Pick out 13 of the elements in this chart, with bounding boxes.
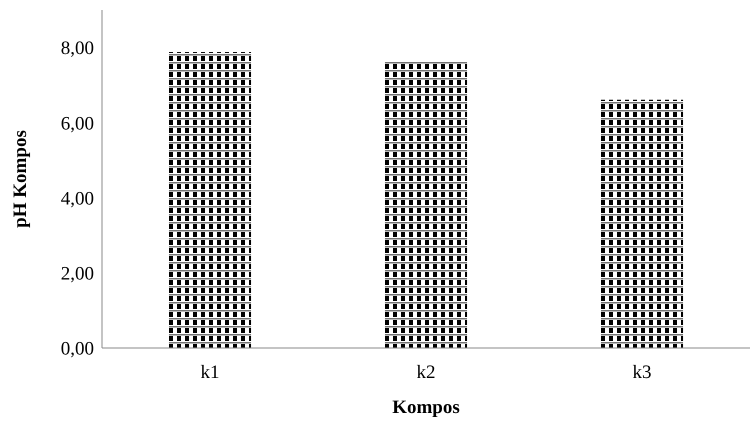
x-tick-label: k3 — [632, 362, 652, 383]
y-tick-label: 0,00 — [60, 338, 94, 360]
y-tick-label: 2,00 — [60, 264, 94, 285]
y-tick-label: 4,00 — [60, 188, 94, 210]
y-tick-label: 6,00 — [60, 113, 94, 134]
x-tick-label: k2 — [416, 362, 436, 383]
bar — [384, 61, 468, 348]
x-axis-title: Kompos — [392, 397, 460, 418]
y-axis-title: pH Kompos — [10, 130, 31, 228]
bar — [600, 100, 684, 348]
bar — [168, 52, 252, 348]
x-tick-label: k1 — [200, 362, 220, 383]
y-tick-label: 8,00 — [60, 38, 94, 60]
